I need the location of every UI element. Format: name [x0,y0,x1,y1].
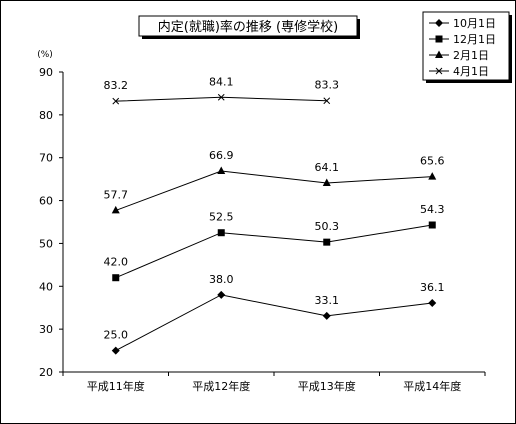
series-4: 83.2 84.1 83.3 [104,75,340,105]
data-point-square [112,274,120,282]
data-label: 57.7 [104,188,129,201]
series-line [115,170,433,211]
chart-title-box: 内定(就職)率の推移 (専修学校) [138,15,360,39]
data-label: 84.1 [209,75,234,88]
y-tick-label: 40 [39,280,53,293]
series-layer: 25.0 38.0 33.1 36.1 42.0 52.5 50.3 54.3 57.7 66.9… [104,75,445,355]
x-category-label: 平成13年度 [298,379,356,393]
y-axis-ticks: 20 30 40 50 60 70 80 90 [39,66,63,379]
data-label: 38.0 [209,273,234,286]
y-tick-label: 20 [39,366,53,379]
legend-marker-diamond [435,19,443,27]
x-category-label: 平成12年度 [192,379,250,393]
data-point-x [323,97,331,105]
x-category-label: 平成11年度 [87,379,145,393]
legend-label: 10月1日 [453,17,496,30]
data-point-diamond [322,311,331,320]
data-label: 66.9 [209,149,234,162]
data-label: 83.2 [104,79,129,92]
data-label: 42.0 [104,256,129,269]
data-label: 54.3 [420,203,445,216]
legend-items: 10月1日 12月1日 2月1日 4月1日 [429,17,496,78]
data-point-diamond [428,299,437,307]
data-point-x [112,97,120,105]
legend-item-1: 10月1日 [429,17,496,30]
data-label: 65.6 [420,155,445,168]
series-1: 25.0 38.0 33.1 36.1 [104,273,445,355]
data-point-square [428,221,436,229]
data-point-square [323,238,331,246]
legend-label: 2月1日 [453,49,489,62]
series-2: 42.0 52.5 50.3 54.3 [104,203,445,282]
data-point-diamond [111,346,120,355]
data-point-diamond [217,290,226,299]
y-tick-label: 50 [39,237,53,250]
y-tick-label: 60 [39,195,53,208]
x-axis-ticks: 平成11年度 平成12年度 平成13年度 平成14年度 [62,372,486,393]
legend-label: 4月1日 [453,65,489,78]
legend-label: 12月1日 [453,33,496,46]
legend-marker-triangle [435,50,443,58]
legend-item-3: 2月1日 [429,49,489,62]
x-category-label: 平成14年度 [403,379,461,393]
data-label: 36.1 [420,281,445,294]
legend: 10月1日 12月1日 2月1日 4月1日 [422,11,512,83]
series-3: 57.7 66.9 64.1 65.6 [104,149,445,214]
data-label: 64.1 [315,161,340,174]
data-label: 50.3 [315,220,340,233]
data-point-triangle [217,166,226,174]
y-axis-unit: (%) [37,50,53,60]
data-label: 25.0 [104,329,129,342]
y-tick-label: 90 [39,66,53,79]
series-line [115,224,433,279]
data-label: 52.5 [209,211,234,224]
data-point-x [217,93,225,101]
title-frame [138,15,358,37]
data-label: 83.3 [315,79,340,92]
series-line [115,294,433,352]
legend-item-2: 12月1日 [429,33,496,46]
data-point-square [217,229,225,237]
legend-item-4: 4月1日 [429,65,489,78]
y-tick-label: 80 [39,109,53,122]
legend-marker-square [435,35,443,43]
legend-marker-x [435,67,443,75]
data-point-triangle [111,205,120,214]
data-point-triangle [428,172,437,180]
y-tick-label: 70 [39,152,53,165]
y-tick-label: 30 [39,323,53,336]
chart-title: 内定(就職)率の推移 (専修学校) [158,19,338,35]
data-label: 33.1 [315,294,340,307]
data-point-triangle [322,178,331,186]
